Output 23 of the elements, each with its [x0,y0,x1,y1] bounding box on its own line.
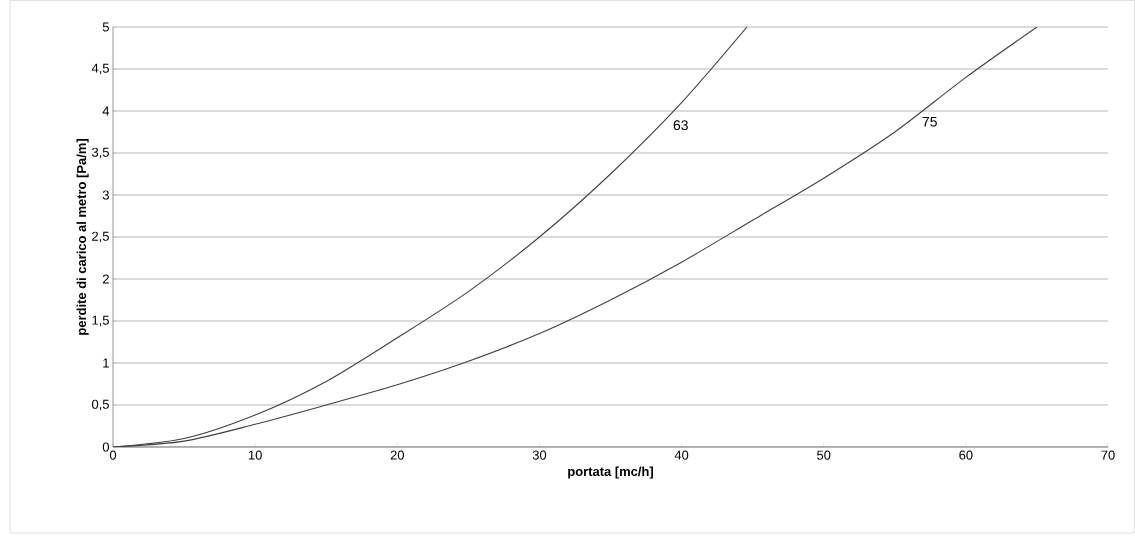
y-tick-label: 4 [102,106,110,116]
x-tick-label: 0 [109,450,117,460]
y-tick-label: 0 [102,442,109,452]
series-label: 75 [922,116,937,127]
y-tick-label: 3,5 [91,147,109,159]
y-tick-label: 1,5 [92,315,109,327]
x-tick-label: 20 [390,450,404,460]
series-label: 63 [673,120,688,131]
y-tick-label: 0,5 [91,399,109,411]
y-tick-label: 1 [103,358,109,368]
x-tick-label: 10 [248,450,262,460]
x-tick-label: 40 [674,450,689,460]
x-tick-label: 30 [532,450,547,460]
x-axis-title: portata [mc/h] [568,466,653,479]
y-tick-label: 4,5 [91,63,109,75]
y-tick-label: 2 [102,274,109,284]
y-axis-title: perdite di carico al metro [Pa/m] [76,139,89,335]
x-tick-label: 50 [817,450,831,460]
y-tick-label: 3 [102,190,109,200]
x-tick-label: 60 [959,450,973,460]
x-tick-label: 70 [1101,450,1115,460]
y-tick-label: 5 [102,22,109,32]
y-tick-label: 2,5 [92,231,109,243]
